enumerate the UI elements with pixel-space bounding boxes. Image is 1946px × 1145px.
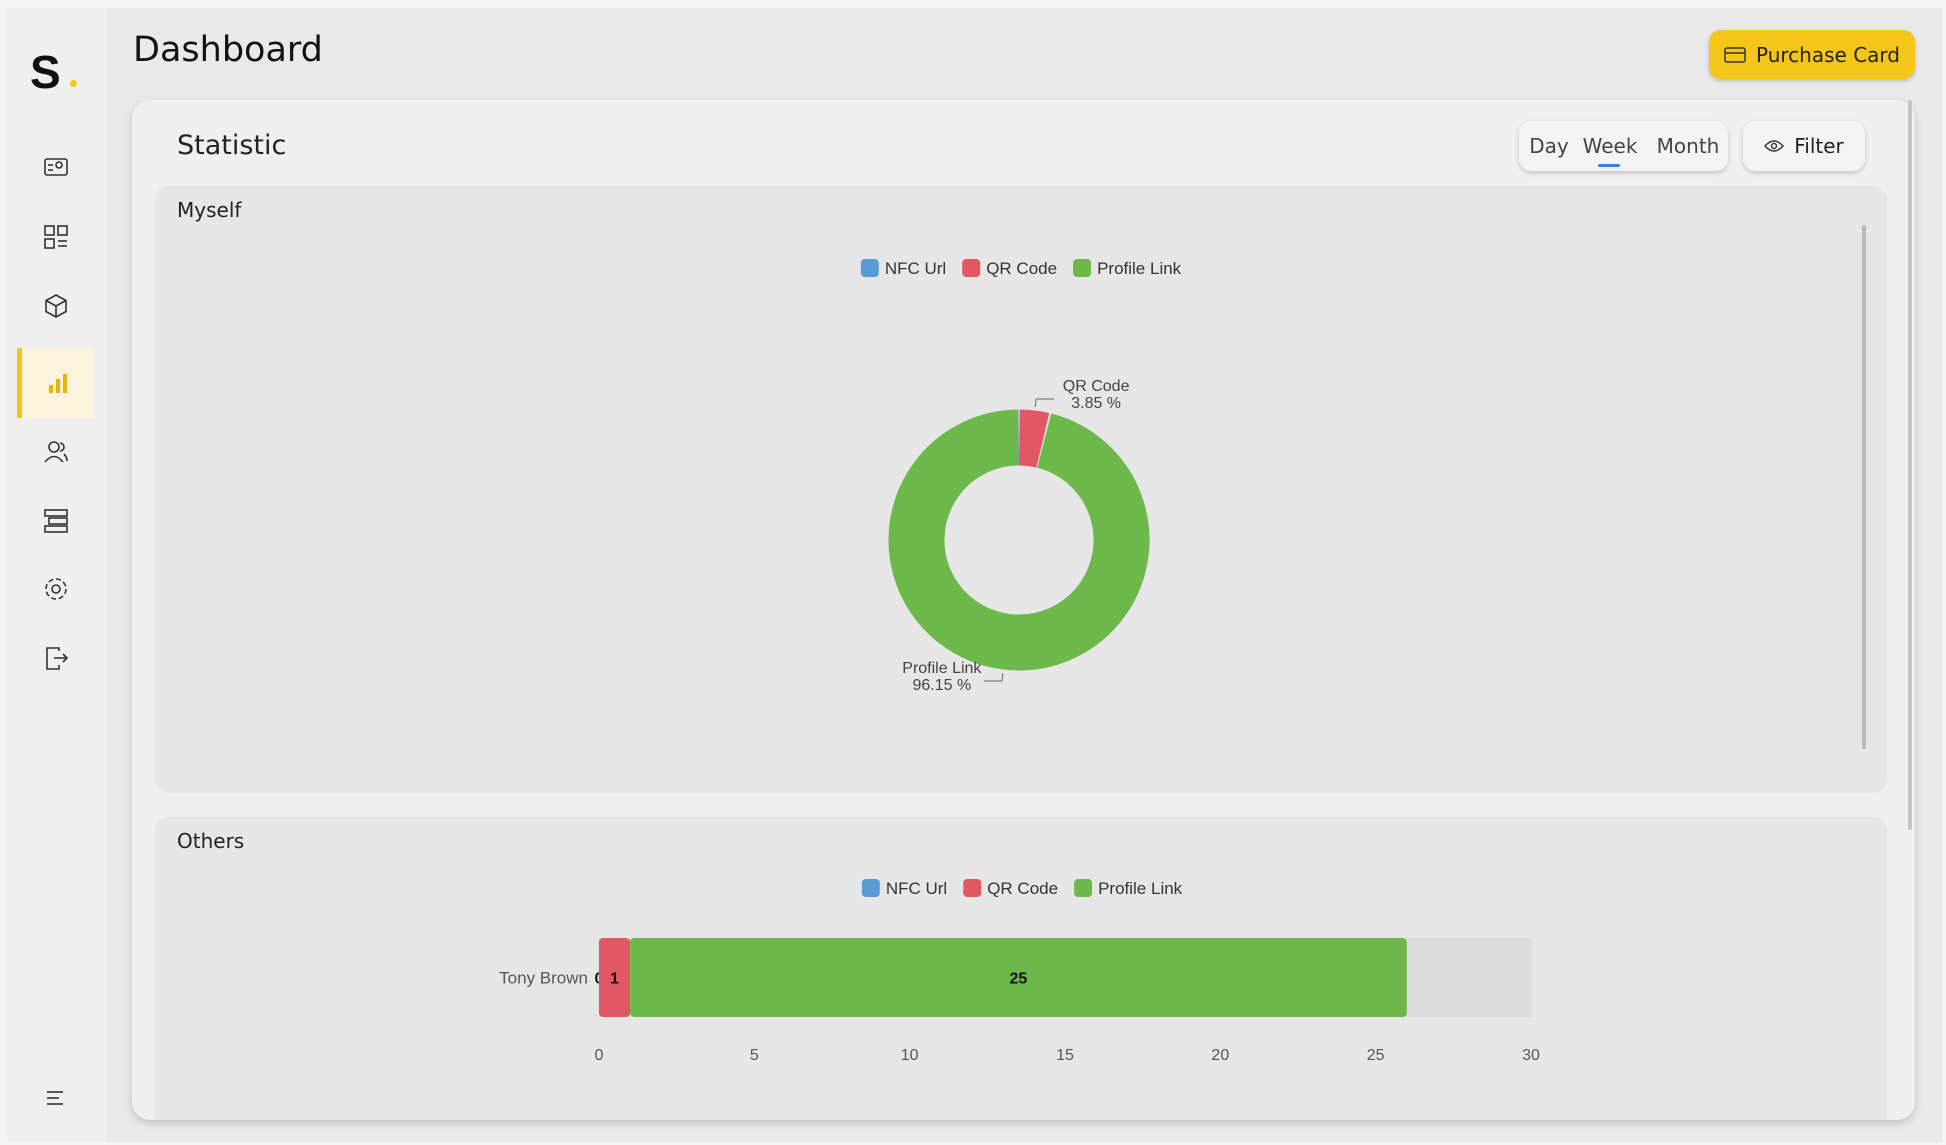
card-title: Statistic bbox=[177, 130, 287, 161]
leader-line bbox=[1034, 398, 1055, 408]
page-title: Dashboard bbox=[133, 30, 323, 70]
slice-label: QR Code bbox=[1063, 378, 1130, 395]
panel-title: Myself bbox=[177, 198, 242, 222]
nav-statistic[interactable] bbox=[17, 348, 94, 418]
donut-slice bbox=[1019, 409, 1050, 468]
logo-dot bbox=[70, 80, 77, 87]
purchase-button[interactable]: Purchase Card bbox=[1709, 30, 1915, 79]
legend-label: NFC Url bbox=[885, 259, 946, 278]
x-tick-label: 30 bbox=[1522, 1047, 1540, 1064]
filter-button[interactable]: Filter bbox=[1743, 121, 1865, 171]
x-tick-label: 15 bbox=[1056, 1047, 1074, 1064]
button-label: Purchase Card bbox=[1756, 42, 1900, 67]
data-label: 25 bbox=[1010, 971, 1028, 988]
myself-panel: Myself NFC Url QR Code Profile Link QR Code… bbox=[155, 186, 1887, 793]
slice-value: 3.85 % bbox=[1071, 395, 1121, 412]
icon bbox=[46, 1091, 63, 1105]
nav-settings[interactable] bbox=[17, 554, 94, 624]
nav-contacts[interactable] bbox=[17, 132, 94, 202]
legend-label: QR Code bbox=[987, 879, 1058, 898]
statistic-card: Statistic Day Week Month Filter Myself N… bbox=[132, 100, 1915, 1120]
slice-value: 96.15 % bbox=[913, 677, 972, 694]
nav-logout[interactable] bbox=[17, 623, 94, 693]
icon bbox=[43, 158, 68, 176]
legend-swatch bbox=[860, 259, 879, 277]
legend-swatch bbox=[963, 879, 982, 897]
data-label: 1 bbox=[610, 971, 619, 988]
period-tab[interactable]: Week bbox=[1582, 134, 1638, 158]
bar-chart: NFC Url QR Code Profile Link 0 5 10 15 20 25 30 To… bbox=[499, 879, 1540, 1064]
others-panel: Others NFC Url QR Code Profile Link 0 5 10 15 2… bbox=[155, 817, 1887, 1120]
icon bbox=[44, 578, 67, 600]
slice-label: Profile Link bbox=[902, 660, 982, 677]
y-tick-label: Tony Brown bbox=[499, 969, 588, 988]
legend-label: Profile Link bbox=[1097, 259, 1182, 278]
period-tab[interactable]: Month bbox=[1656, 134, 1720, 158]
donut-slice bbox=[888, 409, 1150, 671]
legend-swatch bbox=[1073, 259, 1092, 277]
button-label: Filter bbox=[1794, 134, 1844, 158]
nav-collapse[interactable] bbox=[17, 1063, 94, 1133]
x-tick-label: 20 bbox=[1211, 1047, 1229, 1064]
panel-title: Others bbox=[177, 829, 245, 853]
nav-products[interactable] bbox=[17, 271, 94, 341]
legend-swatch bbox=[861, 879, 880, 897]
icon bbox=[43, 441, 68, 463]
legend-label: Profile Link bbox=[1098, 879, 1183, 898]
icon bbox=[43, 225, 68, 249]
legend-swatch bbox=[962, 259, 981, 277]
nav-users[interactable] bbox=[17, 417, 94, 487]
x-tick-label: 0 bbox=[595, 1047, 604, 1064]
icon bbox=[45, 647, 68, 670]
icon bbox=[1764, 140, 1785, 152]
sidebar bbox=[6, 8, 106, 1142]
icon bbox=[43, 509, 68, 533]
icon bbox=[44, 294, 67, 318]
x-tick-label: 10 bbox=[901, 1047, 919, 1064]
x-tick-label: 25 bbox=[1367, 1047, 1385, 1064]
icon bbox=[49, 374, 67, 393]
nav-dashboard[interactable] bbox=[17, 202, 94, 272]
period-tab[interactable]: Day bbox=[1529, 134, 1569, 158]
legend-label: QR Code bbox=[986, 259, 1057, 278]
bar-segment bbox=[630, 938, 1407, 1017]
logo[interactable]: S bbox=[30, 46, 61, 98]
x-tick-label: 5 bbox=[750, 1047, 759, 1064]
icon bbox=[1724, 46, 1746, 63]
period-tabs: Day Week Month bbox=[1519, 121, 1728, 171]
bar-segment bbox=[599, 938, 631, 1017]
legend: NFC Url QR Code Profile Link bbox=[860, 259, 1182, 278]
legend-label: NFC Url bbox=[886, 879, 947, 898]
tab-indicator bbox=[1598, 164, 1620, 167]
legend: NFC Url QR Code Profile Link bbox=[861, 879, 1183, 898]
legend-swatch bbox=[1074, 879, 1093, 897]
leader-line bbox=[983, 672, 1004, 682]
nav-layout[interactable] bbox=[17, 486, 94, 556]
scrollbar bbox=[1908, 100, 1912, 830]
scrollbar bbox=[1862, 225, 1866, 749]
